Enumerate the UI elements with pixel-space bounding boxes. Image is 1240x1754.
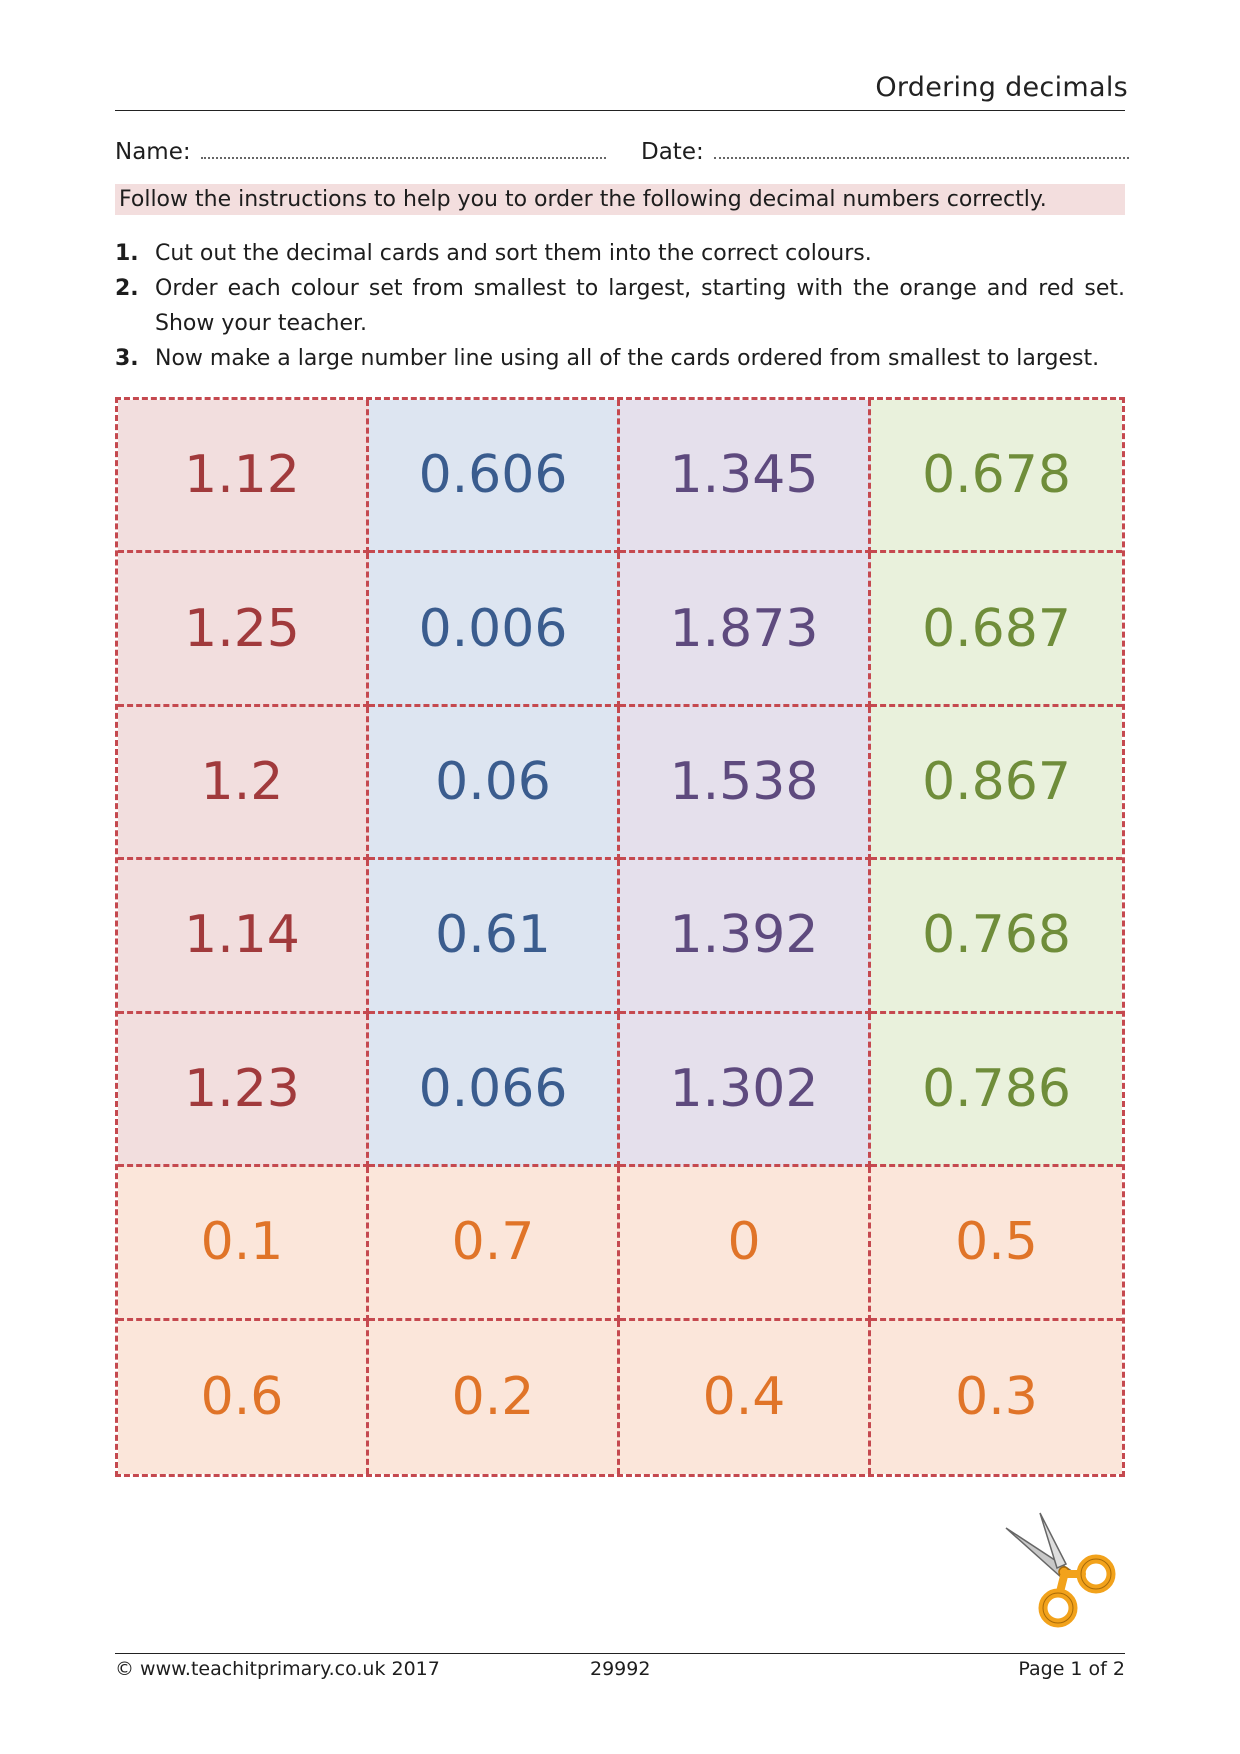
name-label: Name: [115, 139, 191, 165]
decimal-card[interactable]: 1.12 [118, 400, 369, 554]
step-number: 1. [115, 241, 139, 266]
decimal-card[interactable]: 0.786 [871, 1013, 1122, 1168]
date-dotted-line[interactable] [713, 139, 1129, 159]
step-number: 3. [115, 346, 139, 371]
decimal-card[interactable]: 0.2 [369, 1320, 620, 1474]
decimal-card[interactable]: 0 [620, 1167, 871, 1321]
decimal-card[interactable]: 1.392 [620, 860, 871, 1014]
decimal-card[interactable]: 1.873 [620, 553, 871, 707]
step-text: Order each colour set from smallest to l… [155, 276, 1125, 336]
page-title: Ordering decimals [875, 72, 1128, 103]
step-number: 2. [115, 276, 139, 301]
date-field[interactable]: Date: [641, 139, 1129, 165]
decimal-card[interactable]: 0.3 [871, 1320, 1122, 1474]
scissors-icon [1000, 1508, 1125, 1633]
decimal-card[interactable]: 0.61 [369, 860, 620, 1014]
instruction-banner: Follow the instructions to help you to o… [115, 184, 1125, 215]
decimal-card[interactable]: 0.066 [369, 1013, 620, 1168]
decimal-card[interactable]: 0.6 [118, 1320, 369, 1474]
footer-code: 29992 [590, 1658, 651, 1680]
decimal-card[interactable]: 1.23 [118, 1013, 369, 1168]
step-item: 1. Cut out the decimal cards and sort th… [115, 236, 1125, 271]
steps-list: 1. Cut out the decimal cards and sort th… [115, 236, 1125, 376]
decimal-card[interactable]: 0.1 [118, 1167, 369, 1321]
header-rule [115, 110, 1125, 111]
decimal-card[interactable]: 0.7 [369, 1167, 620, 1321]
decimal-card[interactable]: 0.678 [871, 400, 1122, 554]
decimal-card[interactable]: 1.25 [118, 553, 369, 707]
decimal-card[interactable]: 0.5 [871, 1167, 1122, 1321]
step-text: Cut out the decimal cards and sort them … [155, 241, 872, 266]
footer-page-number: Page 1 of 2 [1018, 1658, 1125, 1680]
name-dotted-line[interactable] [200, 139, 606, 159]
decimal-card[interactable]: 0.006 [369, 553, 620, 707]
footer-copyright: © www.teachitprimary.co.uk 2017 [115, 1658, 440, 1680]
decimal-card[interactable]: 1.345 [620, 400, 871, 554]
step-text: Now make a large number line using all o… [155, 346, 1100, 371]
date-label: Date: [641, 139, 704, 165]
decimal-card[interactable]: 1.302 [620, 1013, 871, 1168]
decimal-card[interactable]: 0.4 [620, 1320, 871, 1474]
name-field[interactable]: Name: [115, 139, 606, 165]
decimal-card-grid: 1.12 0.606 1.345 0.678 1.25 0.006 1.873 … [115, 397, 1125, 1477]
footer-rule [115, 1653, 1125, 1654]
decimal-card[interactable]: 1.14 [118, 860, 369, 1014]
step-item: 2. Order each colour set from smallest t… [115, 271, 1125, 341]
decimal-card[interactable]: 0.606 [369, 400, 620, 554]
decimal-card[interactable]: 0.867 [871, 706, 1122, 861]
step-item: 3. Now make a large number line using al… [115, 341, 1125, 376]
decimal-card[interactable]: 0.687 [871, 553, 1122, 707]
decimal-card[interactable]: 0.768 [871, 860, 1122, 1014]
decimal-card[interactable]: 1.538 [620, 706, 871, 861]
decimal-card[interactable]: 1.2 [118, 706, 369, 861]
decimal-card[interactable]: 0.06 [369, 706, 620, 861]
